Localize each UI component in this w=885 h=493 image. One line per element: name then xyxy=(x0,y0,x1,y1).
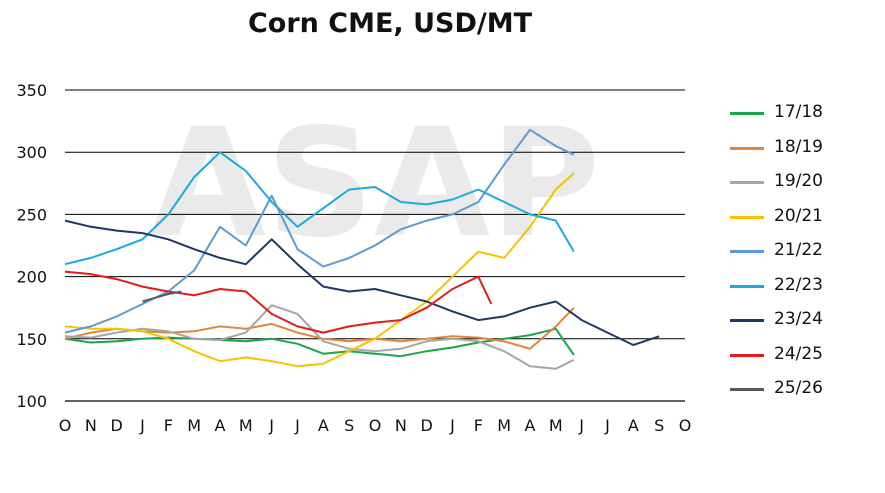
series-line-17-18 xyxy=(64,327,575,358)
legend-swatch xyxy=(730,353,764,357)
legend-swatch xyxy=(730,319,764,322)
x-tick-label: A xyxy=(628,416,639,435)
y-tick-label: 150 xyxy=(16,330,47,349)
x-tick-label: A xyxy=(215,416,226,435)
series-line-18-19 xyxy=(64,307,575,350)
legend: 17/18 18/19 19/20 20/21 21/22 22/23 23/24 24/25… xyxy=(730,100,880,411)
legend-swatch xyxy=(730,250,764,253)
x-tick-label: D xyxy=(421,416,433,435)
x-tick-label: J xyxy=(604,416,610,435)
legend-label: 22/23 xyxy=(774,274,823,295)
x-tick-label: A xyxy=(525,416,536,435)
x-tick-label: J xyxy=(449,416,455,435)
legend-swatch xyxy=(730,181,764,184)
legend-item: 18/19 xyxy=(730,135,880,170)
legend-item: 21/22 xyxy=(730,238,880,273)
x-tick-label: D xyxy=(111,416,123,435)
legend-item: 24/25 xyxy=(730,342,880,377)
x-tick-label: S xyxy=(344,416,354,435)
watermark: ASAP xyxy=(150,97,600,271)
x-tick-label: J xyxy=(139,416,145,435)
x-tick-label: M xyxy=(549,416,563,435)
x-tick-label: J xyxy=(268,416,274,435)
chart-title: Corn CME, USD/MT xyxy=(247,8,532,39)
legend-label: 23/24 xyxy=(774,309,823,329)
series-line-23-24 xyxy=(64,219,660,346)
legend-swatch xyxy=(730,146,764,150)
legend-label: 20/21 xyxy=(774,205,823,226)
legend-label: 25/26 xyxy=(774,378,823,398)
legend-item: 25/26 xyxy=(730,376,880,411)
y-tick-label: 100 xyxy=(16,392,47,411)
x-tick-label: M xyxy=(187,416,201,435)
legend-item: 20/21 xyxy=(730,204,880,239)
x-tick-label: N xyxy=(395,416,407,435)
x-tick-label: J xyxy=(294,416,300,435)
x-tick-label: A xyxy=(318,416,329,435)
grid xyxy=(65,89,685,402)
x-tick-label: M xyxy=(239,416,253,435)
series-line-20-21 xyxy=(64,172,575,368)
x-tick-label: J xyxy=(578,416,584,435)
x-tick-label: O xyxy=(369,416,382,435)
y-tick-label: 300 xyxy=(16,143,47,162)
x-tick-label: S xyxy=(654,416,664,435)
x-tick-label: N xyxy=(85,416,97,435)
y-tick-label: 350 xyxy=(16,81,47,100)
legend-item: 22/23 xyxy=(730,273,880,308)
series-line-25-26 xyxy=(142,290,182,303)
legend-swatch xyxy=(730,284,764,288)
legend-label: 18/19 xyxy=(774,136,823,157)
legend-swatch xyxy=(730,388,764,391)
legend-label: 24/25 xyxy=(774,343,823,364)
legend-label: 21/22 xyxy=(774,240,823,260)
y-axis: 100 150 200 250 300 350 xyxy=(16,81,47,411)
legend-label: 19/20 xyxy=(774,171,823,191)
x-tick-label: M xyxy=(497,416,511,435)
x-tick-label: O xyxy=(59,416,72,435)
legend-item: 19/20 xyxy=(730,169,880,204)
legend-label: 17/18 xyxy=(774,102,823,122)
series-line-19-20 xyxy=(64,304,575,370)
series-line-24-25 xyxy=(64,270,493,334)
y-tick-label: 250 xyxy=(16,205,47,224)
legend-item: 23/24 xyxy=(730,307,880,342)
legend-swatch xyxy=(730,112,764,115)
x-tick-label: F xyxy=(474,416,483,435)
watermark-text: ASAP xyxy=(150,97,600,271)
x-tick-label: O xyxy=(679,416,692,435)
legend-swatch xyxy=(730,215,764,219)
series-line-22-23 xyxy=(64,151,575,266)
x-tick-label: F xyxy=(164,416,173,435)
y-tick-label: 200 xyxy=(16,268,47,287)
legend-item: 17/18 xyxy=(730,100,880,135)
series-lines xyxy=(64,128,660,370)
